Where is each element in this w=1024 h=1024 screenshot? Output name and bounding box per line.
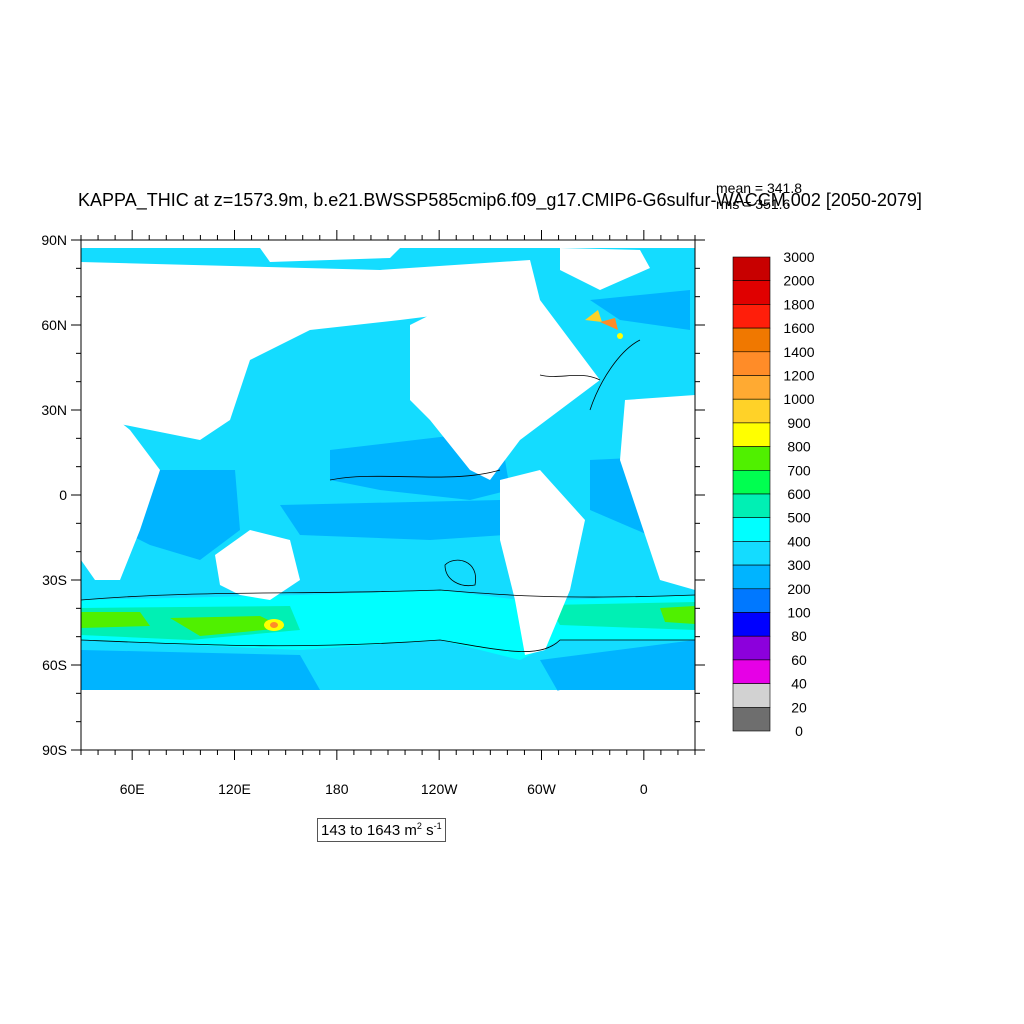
- colorbar-swatch: [732, 398, 771, 424]
- plot-title: KAPPA_THIC at z=1573.9m, b.e21.BWSSP585c…: [78, 190, 922, 210]
- colorbar-swatch: [732, 683, 771, 708]
- colorbar-swatch: [732, 256, 771, 282]
- colorbar-label: 3000: [783, 249, 814, 265]
- lat-tick-label: 0: [59, 487, 67, 503]
- colorbar-swatch: [732, 564, 771, 590]
- colorbar-swatch: [732, 422, 771, 447]
- colorbar-swatch: [732, 517, 771, 542]
- colorbar-label: 40: [791, 676, 807, 692]
- range-mid: s: [421, 822, 434, 839]
- colorbar-swatch: [732, 280, 771, 305]
- land-masses: [81, 248, 695, 750]
- colorbar-swatch: [732, 351, 771, 376]
- colorbar-label: 600: [787, 486, 811, 502]
- mean-label: mean = 341.8: [716, 180, 803, 196]
- colorbar-swatch: [732, 706, 771, 732]
- colorbar-label: 700: [787, 462, 811, 478]
- colorbar-swatch: [732, 375, 771, 400]
- colorbar-swatch: [732, 612, 771, 637]
- lon-tick-label: 60E: [120, 781, 145, 797]
- lon-tick-label: 60W: [527, 781, 557, 797]
- lat-tick-label: 60N: [41, 317, 67, 333]
- colorbar: 3000200018001600140012001000900800700600…: [732, 249, 815, 739]
- contour-lines: [80, 339, 696, 652]
- lon-tick-label: 0: [640, 781, 648, 797]
- lat-tick-label: 90N: [41, 232, 67, 248]
- lat-tick-label: 90S: [42, 742, 67, 758]
- colorbar-swatch: [732, 588, 771, 613]
- colorbar-label: 1600: [783, 320, 814, 336]
- colorbar-label: 400: [787, 533, 811, 549]
- range-exp1: 2: [416, 821, 422, 831]
- colorbar-swatch: [732, 469, 771, 495]
- axis-ticks: [71, 230, 705, 760]
- colorbar-label: 1000: [783, 391, 814, 407]
- colorbar-label: 1400: [783, 344, 814, 360]
- lon-tick-label: 180: [325, 781, 349, 797]
- colorbar-label: 300: [787, 557, 811, 573]
- colorbar-label: 100: [787, 605, 811, 621]
- colorbar-swatch: [732, 541, 771, 566]
- colorbar-swatch: [732, 493, 771, 519]
- colorbar-label: 900: [787, 415, 811, 431]
- lat-labels: 90N 60N 30N 0 30S 60S 90S: [41, 232, 67, 758]
- range-prefix: 143 to 1643 m: [321, 822, 417, 839]
- rms-label: rms = 351.6: [716, 196, 791, 212]
- colorbar-label: 800: [787, 439, 811, 455]
- lat-tick-label: 60S: [42, 657, 67, 673]
- colorbar-swatch: [732, 635, 771, 661]
- colorbar-label: 60: [791, 652, 807, 668]
- lon-tick-label: 120E: [218, 781, 251, 797]
- colorbar-swatch: [732, 304, 771, 329]
- colorbar-label: 80: [791, 628, 807, 644]
- range-exp2: -1: [433, 821, 442, 831]
- lon-tick-label: 120W: [421, 781, 458, 797]
- range-label: 143 to 1643 m2 s-1: [317, 818, 446, 842]
- colorbar-label: 500: [787, 510, 811, 526]
- colorbar-label: 2000: [783, 273, 814, 289]
- colorbar-label: 1200: [783, 368, 814, 384]
- colorbar-swatch: [732, 659, 771, 684]
- colorbar-label: 20: [791, 699, 807, 715]
- colorbar-label: 1800: [783, 296, 814, 312]
- colorbar-label: 0: [795, 723, 803, 739]
- lat-tick-label: 30S: [42, 572, 67, 588]
- lat-tick-label: 30N: [41, 402, 67, 418]
- lon-labels: 60E 120E 180 120W 60W 0: [120, 781, 648, 797]
- colorbar-swatch: [732, 327, 771, 353]
- colorbar-label: 200: [787, 581, 811, 597]
- stats-block: mean = 341.8 rms = 351.6: [716, 180, 802, 212]
- colorbar-swatch: [732, 446, 771, 471]
